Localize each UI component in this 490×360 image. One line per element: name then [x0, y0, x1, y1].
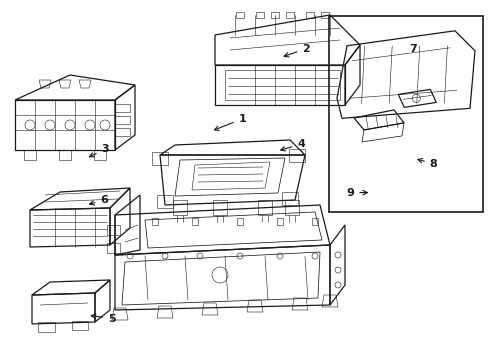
Text: 9: 9: [346, 188, 368, 198]
Text: 1: 1: [215, 114, 246, 130]
Text: 3: 3: [89, 144, 109, 157]
Text: 4: 4: [281, 139, 305, 151]
Bar: [329, 16, 483, 212]
Text: 5: 5: [91, 314, 116, 324]
Text: 2: 2: [284, 44, 310, 57]
Text: 7: 7: [409, 44, 417, 54]
Text: 8: 8: [418, 158, 438, 169]
Text: 6: 6: [90, 195, 108, 205]
